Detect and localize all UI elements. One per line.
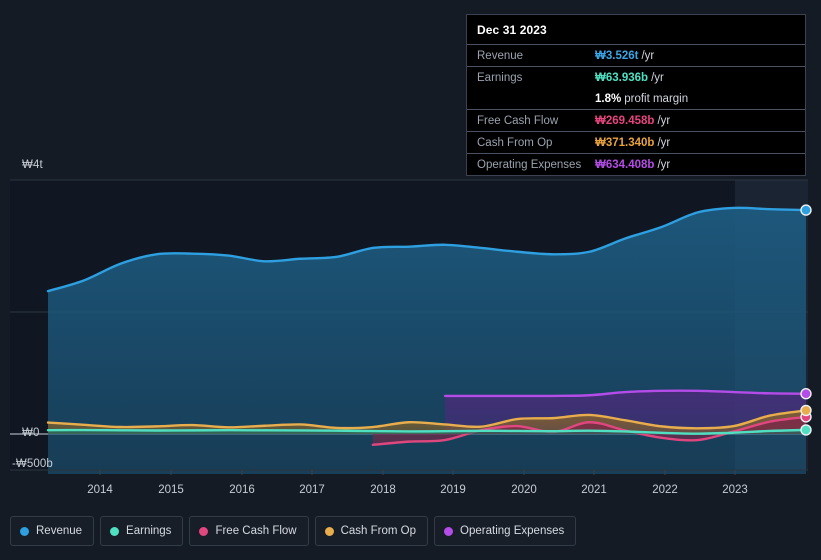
tooltip-rows: Revenue ₩3.526t/yr Earnings ₩63.936b/yr 1.8%… xyxy=(467,44,805,175)
legend-item-earnings[interactable]: Earnings xyxy=(100,516,184,546)
tooltip-row-value: ₩269.458b xyxy=(595,114,655,127)
tooltip-row: Free Cash Flow ₩269.458b/yr xyxy=(467,109,805,131)
tooltip-row-label: Cash From Op xyxy=(477,136,553,149)
legend-item-label: Earnings xyxy=(126,525,172,537)
legend-color-dot xyxy=(110,526,120,536)
legend-color-dot xyxy=(20,526,29,536)
endpoint-marker-operating-expenses xyxy=(800,388,812,400)
legend-color-dot xyxy=(199,526,209,536)
tooltip-row-suffix: /yr xyxy=(657,114,671,127)
tooltip-row-suffix: /yr xyxy=(657,136,671,149)
y-axis-label: ₩0 xyxy=(22,427,40,439)
series-line-cash-from-op xyxy=(46,409,808,430)
x-axis-label: 2014 xyxy=(87,484,113,496)
data-tooltip: Dec 31 2023 Revenue ₩3.526t/yr Earnings ₩63… xyxy=(466,14,806,176)
endpoint-marker-earnings xyxy=(800,424,812,436)
chart-legend[interactable]: Revenue Earnings Free Cash Flow Cash From O… xyxy=(10,516,577,546)
legend-item-label: Operating Expenses xyxy=(460,525,565,537)
x-axis-label: 2017 xyxy=(299,484,325,496)
tooltip-row: Operating Expenses ₩634.408b/yr xyxy=(467,153,805,175)
financial-area-chart[interactable] xyxy=(0,0,821,505)
tooltip-row: Revenue ₩3.526t/yr xyxy=(467,44,805,66)
y-axis-label: ₩4t xyxy=(22,159,43,171)
legend-color-dot xyxy=(324,526,334,536)
x-axis-label: 2021 xyxy=(581,484,607,496)
tooltip-row-value-group: ₩269.458b/yr xyxy=(595,115,670,127)
tooltip-row-value: 1.8% xyxy=(595,92,622,105)
legend-color-dot xyxy=(444,526,454,536)
x-axis-label: 2016 xyxy=(229,484,255,496)
series-line-earnings xyxy=(46,428,808,435)
tooltip-row-value: ₩63.936b xyxy=(595,71,649,84)
series-line-free-cash-flow xyxy=(371,415,808,446)
endpoint-marker-cash-from-op xyxy=(800,404,812,417)
tooltip-row-value-group: ₩634.408b/yr xyxy=(595,159,670,171)
tooltip-row-value-group: ₩63.936b/yr xyxy=(595,72,664,84)
x-axis-label: 2020 xyxy=(511,484,537,496)
legend-item-label: Free Cash Flow xyxy=(215,525,297,537)
tooltip-row-value: ₩371.340b xyxy=(595,136,655,149)
legend-item-operating-expenses[interactable]: Operating Expenses xyxy=(434,516,577,546)
tooltip-title: Dec 31 2023 xyxy=(477,23,547,37)
series-line-operating-expenses xyxy=(443,389,808,398)
x-axis-label: 2023 xyxy=(722,484,748,496)
x-axis-label: 2022 xyxy=(652,484,678,496)
legend-item-cash-from-op[interactable]: Cash From Op xyxy=(314,516,429,546)
y-axis-label: -₩500b xyxy=(12,458,53,470)
x-axis-label: 2018 xyxy=(370,484,396,496)
endpoint-marker-revenue xyxy=(800,204,812,216)
tooltip-row-value: ₩634.408b xyxy=(595,158,655,171)
tooltip-row-value-group: 1.8% profit margin xyxy=(595,93,688,105)
tooltip-row-suffix: profit margin xyxy=(624,92,689,105)
tooltip-row-label: Operating Expenses xyxy=(477,158,582,171)
tooltip-row-value-group: ₩371.340b/yr xyxy=(595,137,670,149)
tooltip-row-value: ₩3.526t xyxy=(595,49,639,62)
legend-item-label: Cash From Op xyxy=(340,525,417,537)
chart-canvas xyxy=(10,179,812,475)
x-axis-label: 2015 xyxy=(158,484,184,496)
tooltip-row-value-group: ₩3.526t/yr xyxy=(595,50,654,62)
x-axis-label: 2019 xyxy=(440,484,466,496)
legend-item-revenue[interactable]: Revenue xyxy=(10,516,95,546)
tooltip-row-suffix: /yr xyxy=(641,49,655,62)
tooltip-row: 1.8% profit margin xyxy=(467,88,805,109)
tooltip-row-suffix: /yr xyxy=(657,158,671,171)
tooltip-row: Earnings ₩63.936b/yr xyxy=(467,66,805,88)
legend-item-label: Revenue xyxy=(36,525,83,537)
tooltip-row-label: Revenue xyxy=(477,49,524,62)
legend-item-free-cash-flow[interactable]: Free Cash Flow xyxy=(189,516,309,546)
series-line-revenue xyxy=(46,206,808,293)
tooltip-row-label: Free Cash Flow xyxy=(477,114,559,127)
tooltip-row-suffix: /yr xyxy=(651,71,664,84)
tooltip-row: Cash From Op ₩371.340b/yr xyxy=(467,131,805,153)
tooltip-row-label: Earnings xyxy=(477,71,523,84)
